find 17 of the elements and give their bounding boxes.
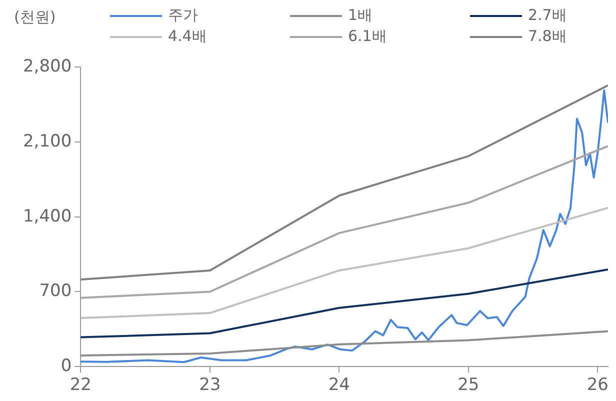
x-tick-label: 24 (328, 375, 350, 396)
y-tick-label: 700 (39, 281, 72, 302)
x-tick-label: 23 (199, 375, 221, 396)
x-tick-label: 25 (458, 375, 480, 396)
legend-label: 2.7배 (528, 6, 567, 25)
y-tick-label: 0 (60, 356, 72, 376)
y-tick-label: 2,100 (22, 131, 72, 152)
legend-label: 4.4배 (168, 27, 207, 46)
y-tick-label: 2,800 (22, 56, 72, 77)
legend-label: 7.8배 (528, 27, 567, 46)
legend-label: 1배 (348, 6, 373, 25)
y-tick-label: 1,400 (22, 206, 72, 226)
legend-label: 주가 (168, 6, 198, 25)
x-tick-label: 26 (586, 375, 608, 396)
y-axis-title: (천원) (14, 8, 56, 27)
x-tick-label: 22 (70, 375, 92, 396)
legend-label: 6.1배 (348, 27, 387, 46)
